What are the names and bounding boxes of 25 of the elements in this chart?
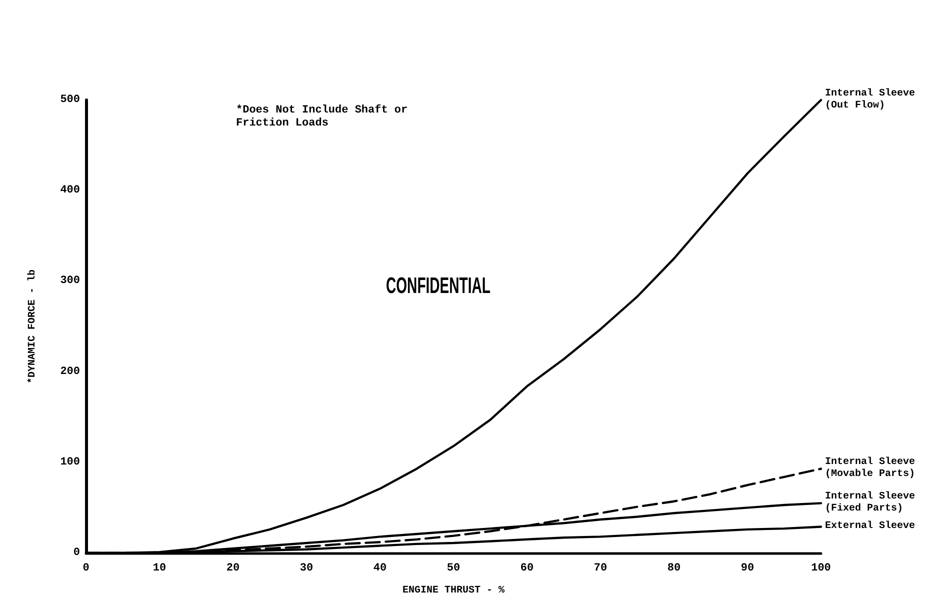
x-axis-title: ENGINE THRUST - % <box>402 586 505 596</box>
x-tick-label: 30 <box>300 562 314 574</box>
x-tick-label: 90 <box>740 562 754 574</box>
y-tick-label: 200 <box>60 366 80 378</box>
series-label: Internal Sleeve (Movable Parts) <box>825 456 922 480</box>
series-label: Internal Sleeve (Out Flow) <box>825 88 922 112</box>
x-tick-label: 70 <box>594 562 608 574</box>
x-tick-label: 50 <box>446 562 460 574</box>
y-tick-label: 500 <box>60 94 80 106</box>
y-tick-label: 300 <box>60 275 80 288</box>
annotation: CONFIDENTIAL <box>386 272 490 298</box>
x-tick-label: 60 <box>520 562 534 574</box>
x-tick-label: 100 <box>811 562 831 574</box>
x-tick-label: 40 <box>373 562 387 574</box>
x-tick-label: 10 <box>152 562 166 574</box>
y-tick-label: 0 <box>73 547 80 559</box>
series-label: External Sleeve <box>825 520 916 532</box>
x-tick-label: 20 <box>226 562 240 574</box>
y-tick-label: 100 <box>60 456 80 468</box>
annotation: *Does Not Include Shaft or Friction Loads <box>236 104 414 130</box>
y-tick-label: 400 <box>60 184 80 197</box>
x-tick-label: 80 <box>667 562 681 574</box>
y-axis-title: *DYNAMIC FORCE - lb <box>26 269 38 384</box>
x-tick-label: 0 <box>82 562 90 574</box>
series-label: Internal Sleeve (Fixed Parts) <box>825 490 922 515</box>
